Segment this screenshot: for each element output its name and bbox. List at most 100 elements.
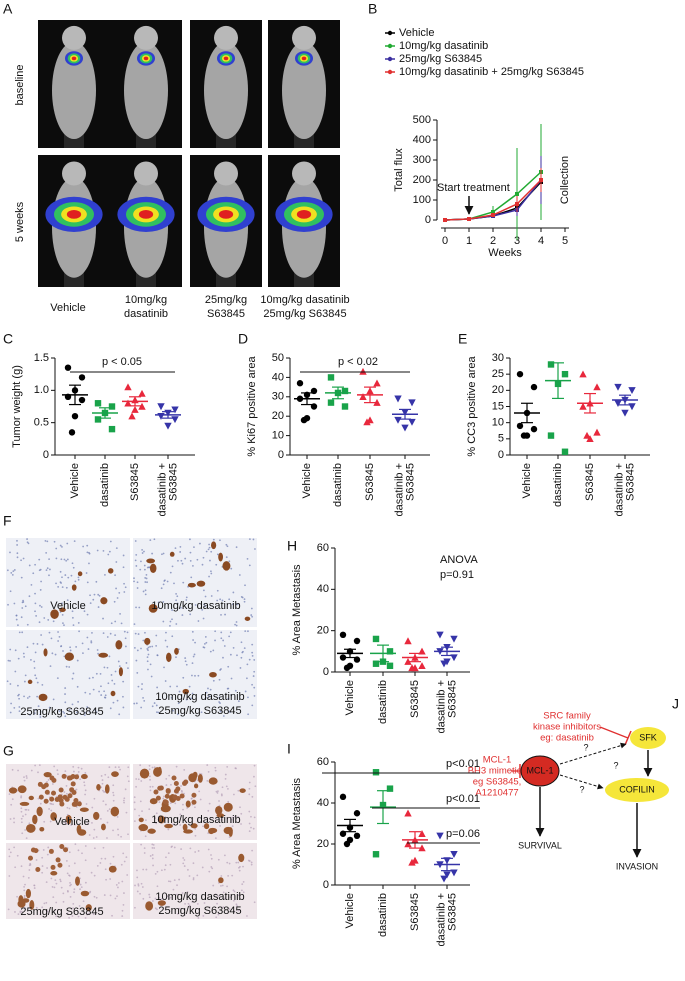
mouse-body <box>282 41 326 140</box>
nucleus <box>192 862 195 865</box>
nucleus <box>109 707 112 710</box>
nucleus <box>140 560 142 563</box>
nucleus <box>176 713 179 716</box>
y-tick-label: 0 <box>323 879 329 891</box>
nucleus <box>167 880 170 883</box>
nucleus <box>191 674 193 677</box>
nucleus <box>72 672 75 675</box>
stain <box>174 647 179 655</box>
nucleus <box>126 631 129 634</box>
stain <box>218 552 224 562</box>
nucleus <box>248 793 251 796</box>
nucleus <box>233 890 236 893</box>
nucleus <box>175 765 178 768</box>
outcome-label: SURVIVAL <box>518 840 562 850</box>
annotation: p < 0.05 <box>102 356 142 368</box>
nucleus <box>15 618 18 621</box>
nucleus <box>78 630 81 633</box>
nucleus <box>174 547 177 550</box>
nucleus <box>114 670 117 673</box>
nucleus <box>122 695 124 698</box>
nucleus <box>8 848 11 851</box>
nucleus <box>51 886 54 888</box>
nucleus <box>147 646 150 649</box>
nucleus <box>188 685 191 688</box>
y-tick-label: 0 <box>278 449 284 461</box>
nucleus <box>202 589 205 592</box>
nucleus <box>182 803 184 806</box>
nucleus <box>74 843 77 846</box>
nucleus <box>106 636 109 638</box>
nucleus <box>21 832 24 835</box>
nucleus <box>232 646 235 649</box>
y-axis-label: % CC3 positive area <box>466 355 478 456</box>
nucleus <box>134 559 137 562</box>
nucleus <box>11 573 14 576</box>
point <box>131 406 139 413</box>
image-caption: 25mg/kg S63845 <box>158 705 241 717</box>
inhibitor-text: kinase inhibitors <box>533 722 601 733</box>
nucleus <box>136 869 138 872</box>
nucleus <box>254 548 256 550</box>
nucleus <box>158 896 161 899</box>
nucleus <box>136 876 139 879</box>
nucleus <box>179 606 182 609</box>
nucleus <box>169 685 172 688</box>
nucleus <box>171 618 173 621</box>
nucleus <box>48 631 51 634</box>
nucleus <box>169 863 172 866</box>
cofilin-node <box>605 778 669 802</box>
x-tick-label: S63845 <box>624 463 636 501</box>
nucleus <box>90 641 93 644</box>
nucleus <box>180 785 182 787</box>
nucleus <box>235 546 238 549</box>
nucleus <box>100 694 103 696</box>
nucleus <box>136 890 139 893</box>
nucleus <box>202 646 205 649</box>
nucleus <box>155 644 158 647</box>
column-label: 10mg/kg dasatinib <box>260 294 349 306</box>
nucleus <box>157 601 160 604</box>
nucleus <box>33 660 36 663</box>
point <box>128 412 136 420</box>
nucleus <box>148 896 151 899</box>
stain <box>203 823 210 830</box>
nucleus <box>7 603 9 606</box>
x-tick-label: 4 <box>538 235 544 247</box>
nucleus <box>247 859 250 862</box>
nucleus <box>155 812 158 815</box>
nucleus <box>48 808 50 810</box>
point <box>408 399 416 407</box>
nucleus <box>124 788 127 791</box>
nucleus <box>165 777 168 780</box>
nucleus <box>179 813 182 816</box>
nucleus <box>204 636 207 638</box>
nucleus <box>70 824 73 826</box>
nucleus <box>71 616 74 619</box>
nucleus <box>248 538 251 541</box>
point <box>621 409 629 417</box>
nucleus <box>63 791 66 793</box>
nucleus <box>104 696 107 699</box>
nucleus <box>237 700 240 703</box>
nucleus <box>173 879 176 882</box>
nucleus <box>149 645 152 648</box>
nucleus <box>9 818 12 820</box>
nucleus <box>225 785 228 788</box>
nucleus <box>210 866 213 868</box>
point <box>296 380 304 387</box>
nucleus <box>124 586 127 589</box>
nucleus <box>162 797 165 800</box>
nucleus <box>66 558 69 561</box>
node-label: COFILIN <box>619 784 655 794</box>
nucleus <box>112 794 115 797</box>
stain <box>96 784 101 791</box>
nucleus <box>122 852 125 855</box>
mouse-head <box>214 25 238 50</box>
nucleus <box>154 897 157 900</box>
nucleus <box>248 787 251 790</box>
nucleus <box>88 891 91 894</box>
nucleus <box>102 549 105 552</box>
stain <box>50 871 58 876</box>
mouse-head <box>214 161 238 186</box>
